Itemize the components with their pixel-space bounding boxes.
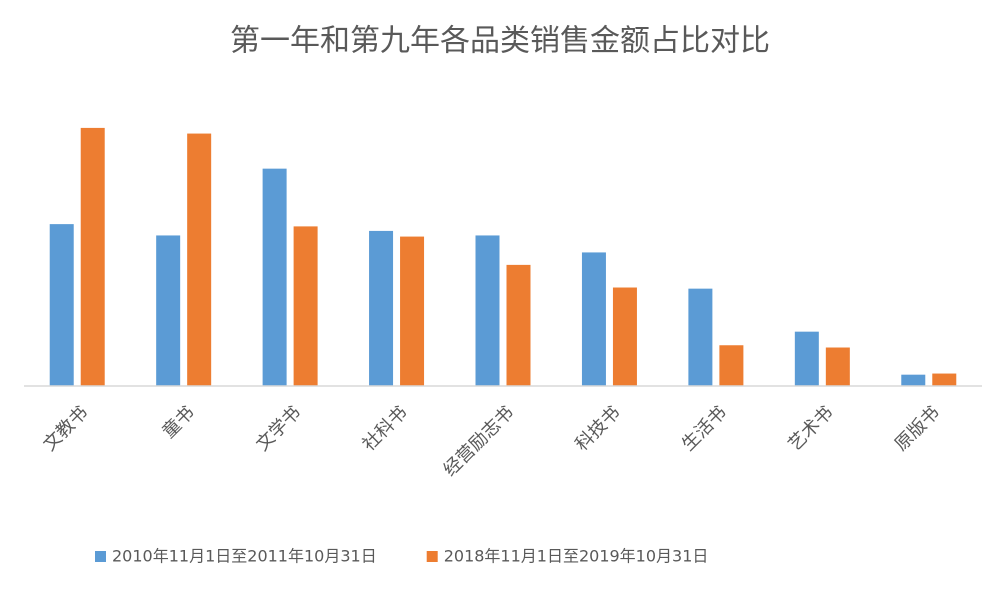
bar (901, 374, 926, 386)
bar (719, 345, 744, 386)
bar (506, 264, 531, 386)
bar (49, 224, 74, 386)
legend-label: 2018年11月1日至2019年10月31日 (444, 547, 709, 566)
bar (825, 347, 850, 386)
bar (932, 373, 957, 386)
bar (688, 288, 713, 386)
bar (581, 252, 606, 386)
bar (293, 226, 318, 386)
bar (187, 133, 212, 386)
legend-swatch (426, 551, 438, 562)
bar (80, 127, 105, 387)
bar (369, 230, 394, 386)
bar (612, 287, 637, 386)
legend-label: 2010年11月1日至2011年10月31日 (112, 547, 377, 566)
legend-swatch (95, 551, 106, 562)
bar (794, 331, 819, 386)
bar (475, 235, 500, 386)
bar (262, 168, 287, 386)
bar (400, 236, 425, 386)
chart-title: 第一年和第九年各品类销售金额占比对比 (230, 24, 770, 59)
bar (156, 235, 181, 386)
